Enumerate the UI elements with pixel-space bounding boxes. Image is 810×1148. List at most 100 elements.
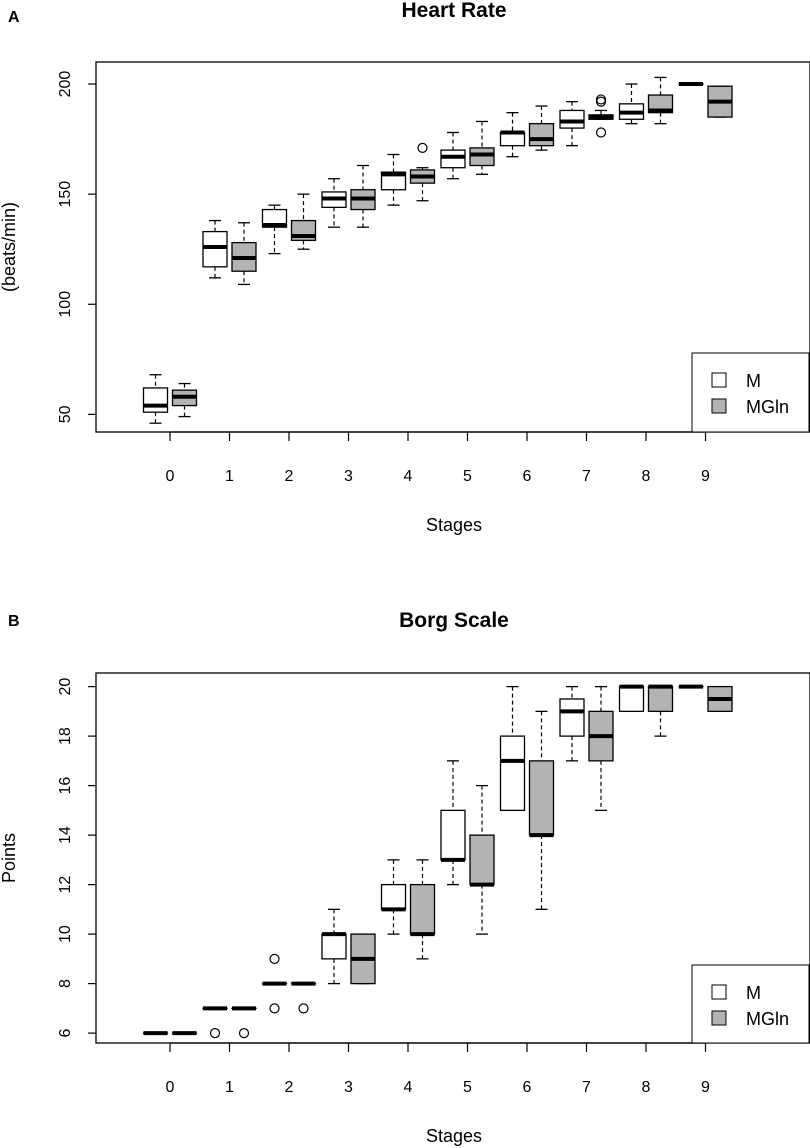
box-iqr bbox=[261, 208, 288, 228]
box-mgln-stage-8 bbox=[647, 76, 674, 125]
outlier-point bbox=[417, 142, 428, 153]
box-iqr bbox=[469, 147, 495, 167]
chart-title: Heart Rate bbox=[401, 0, 506, 22]
x-tick-label: 4 bbox=[404, 1079, 413, 1096]
x-tick-label: 5 bbox=[463, 1079, 472, 1096]
box-iqr bbox=[321, 933, 347, 960]
legend-swatch-m bbox=[711, 372, 727, 388]
legend-label-mgln: MGln bbox=[746, 397, 789, 417]
outlier-point bbox=[209, 1028, 221, 1039]
x-tick-label: 8 bbox=[642, 468, 651, 485]
box-iqr bbox=[618, 685, 645, 713]
box-mgln-stage-8 bbox=[647, 684, 674, 737]
box-iqr bbox=[380, 171, 407, 191]
outlier-point bbox=[595, 127, 607, 138]
y-axis: 50 100 150 200 bbox=[57, 71, 96, 423]
box-m-stage-7 bbox=[559, 100, 585, 147]
box-iqr bbox=[380, 883, 407, 911]
box-iqr bbox=[440, 149, 466, 169]
y-tick-label: 50 bbox=[57, 405, 74, 423]
box-m-stage-1 bbox=[202, 219, 228, 279]
x-tick-label: 6 bbox=[523, 1079, 532, 1096]
x-tick-label: 2 bbox=[285, 1079, 294, 1096]
x-tick-label: 7 bbox=[582, 1079, 591, 1096]
legend-swatch-mgln bbox=[711, 1010, 727, 1026]
y-axis-label: (beats/min) bbox=[0, 202, 19, 292]
outlier-point bbox=[595, 96, 607, 107]
chart-title: Borg Scale bbox=[399, 609, 509, 632]
y-tick-label: 6 bbox=[57, 1029, 74, 1038]
x-tick-label: 6 bbox=[523, 468, 532, 485]
y-tick-label: 200 bbox=[57, 71, 74, 98]
x-tick-label: 7 bbox=[582, 468, 591, 485]
x-axis-label: Stages bbox=[426, 1126, 482, 1146]
box-m-stage-6 bbox=[499, 685, 526, 812]
box-mgln-stage-7 bbox=[588, 94, 614, 138]
legend-frame bbox=[691, 964, 810, 1044]
outlier-point bbox=[238, 1028, 250, 1039]
box-m-stage-4 bbox=[380, 153, 407, 206]
box-m-stage-4 bbox=[380, 859, 407, 935]
y-tick-label: 18 bbox=[57, 727, 74, 745]
legend-swatch-m bbox=[711, 984, 727, 1000]
x-tick-label: 1 bbox=[225, 468, 234, 485]
y-tick-label: 10 bbox=[57, 925, 74, 943]
box-mgln-stage-0 bbox=[171, 382, 198, 418]
box-m-stage-2 bbox=[261, 953, 288, 1014]
box-iqr bbox=[528, 760, 555, 836]
x-tick-label: 5 bbox=[463, 468, 472, 485]
x-tick-label: 9 bbox=[701, 1079, 710, 1096]
box-mgln-stage-1 bbox=[231, 222, 257, 286]
outlier-point bbox=[298, 1003, 309, 1014]
box-mgln-stage-6 bbox=[528, 105, 555, 151]
box-iqr bbox=[499, 735, 526, 812]
y-tick-label: 20 bbox=[57, 678, 74, 696]
y-axis: 6 8 10 12 14 16 18 20 bbox=[57, 678, 96, 1038]
box-iqr bbox=[647, 94, 674, 114]
legend-swatch-mgln bbox=[711, 398, 727, 414]
box-m-stage-0 bbox=[142, 374, 169, 424]
box-m-stage-7 bbox=[559, 685, 585, 762]
y-tick-label: 8 bbox=[57, 979, 74, 988]
legend-label-mgln: MGln bbox=[746, 1009, 789, 1029]
legend-label-m: M bbox=[746, 371, 761, 391]
box-mgln-stage-6 bbox=[528, 710, 555, 911]
y-tick-label: 100 bbox=[57, 291, 74, 318]
x-tick-label: 8 bbox=[642, 1079, 651, 1096]
box-mgln-stage-5 bbox=[469, 120, 495, 175]
box-mgln-stage-5 bbox=[469, 784, 495, 935]
x-tick-label: 2 bbox=[285, 468, 294, 485]
box-m-stage-6 bbox=[499, 112, 526, 158]
outlier-point bbox=[595, 94, 607, 105]
box-iqr bbox=[647, 685, 674, 713]
box-iqr bbox=[142, 387, 169, 413]
legend: M MGln bbox=[691, 352, 810, 433]
box-mgln-stage-4 bbox=[409, 142, 436, 202]
legend-label-m: M bbox=[746, 983, 761, 1003]
box-iqr bbox=[469, 834, 495, 886]
box-iqr bbox=[202, 230, 228, 268]
y-tick-label: 16 bbox=[57, 777, 74, 795]
box-m-stage-3 bbox=[321, 908, 347, 985]
box-mgln-stage-9 bbox=[707, 85, 733, 118]
x-tick-label: 4 bbox=[404, 468, 413, 485]
box-mgln-stage-3 bbox=[350, 164, 376, 228]
box-m-stage-5 bbox=[440, 131, 466, 180]
box-iqr bbox=[440, 809, 466, 861]
legend: M MGln bbox=[691, 964, 810, 1044]
box-mgln-stage-1 bbox=[231, 1006, 257, 1039]
box-iqr bbox=[409, 883, 436, 935]
y-axis-label: Points bbox=[0, 833, 19, 883]
box-m-stage-8 bbox=[618, 684, 645, 713]
x-axis: 0 1 2 3 4 5 6 7 8 9 bbox=[166, 431, 710, 485]
x-axis-label: Stages bbox=[426, 515, 482, 535]
heart-rate-panel: A Heart Rate 50 100 150 200 0 1 2 3 4 5 6 7 8 9 Stag… bbox=[0, 0, 810, 535]
box-m-stage-3 bbox=[321, 178, 347, 228]
outlier-point bbox=[269, 1003, 280, 1014]
box-mgln-stage-2 bbox=[290, 193, 317, 250]
box-mgln-stage-3 bbox=[350, 933, 376, 985]
box-iqr bbox=[559, 698, 585, 737]
legend-frame bbox=[691, 352, 810, 433]
x-tick-label: 1 bbox=[225, 1079, 234, 1096]
box-iqr bbox=[528, 123, 555, 147]
